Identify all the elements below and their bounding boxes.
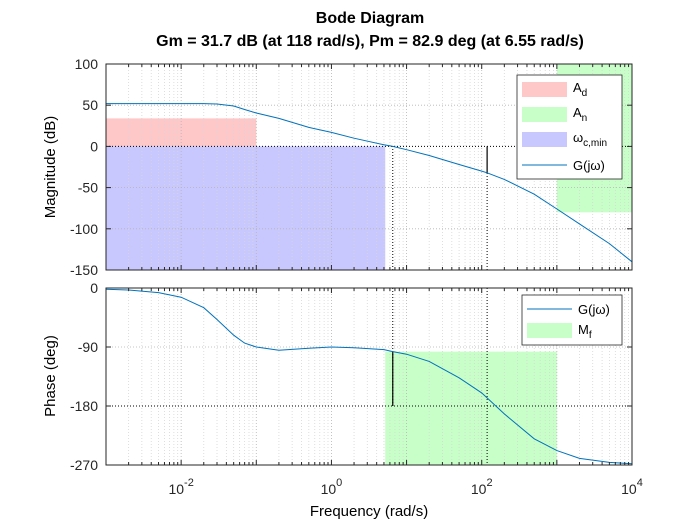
- phase-y-label: Phase (deg): [42, 335, 59, 417]
- x-axis-label: Frequency (rad/s): [310, 503, 428, 520]
- chart-title: Bode Diagram: [316, 10, 424, 27]
- phase-y-ticks: 0 -90 -180 -270: [70, 280, 632, 473]
- magnitude-x-ticks: [105, 64, 633, 270]
- magnitude-series-line: [106, 103, 633, 263]
- phase-y-tick-label: -90: [78, 339, 98, 355]
- phase-legend-label-mf: Mf: [578, 322, 592, 341]
- magnitude-axes: 100 50 0 -50 -100 -150 Magnitude (dB) Ad An ωc,…: [42, 56, 633, 278]
- chart-subtitle: Gm = 31.7 dB (at 118 rad/s), Pm = 82.9 d…: [156, 33, 584, 50]
- legend-label-g: G(jω): [573, 158, 605, 173]
- magnitude-y-label: Magnitude (dB): [42, 116, 59, 219]
- phase-y-tick-label: -180: [70, 398, 98, 414]
- magnitude-y-tick-label: -150: [70, 262, 98, 278]
- phase-x-ticks: 10-2 100 102 104: [105, 288, 643, 497]
- phase-axes: 0 -90 -180 -270 10-2 100 102 104 Phase (deg) G…: [42, 280, 643, 497]
- legend-label-omega: ωc,min: [573, 130, 607, 149]
- magnitude-y-tick-label: -50: [78, 180, 98, 196]
- magnitude-legend: Ad An ωc,min G(jω): [516, 74, 623, 180]
- x-tick-label: 10-2: [168, 477, 193, 497]
- legend-swatch-omega: [522, 132, 567, 147]
- magnitude-y-ticks: 100 50 0 -50 -100 -150: [70, 56, 632, 278]
- legend-label-a: Ad: [573, 80, 587, 99]
- legend-swatch-a: [522, 107, 567, 122]
- legend-swatch-a: [522, 82, 567, 97]
- x-tick-label: 104: [621, 477, 643, 497]
- magnitude-region-a: [106, 118, 257, 147]
- magnitude-axes-box: [105, 63, 633, 271]
- phase-y-tick-label: 0: [90, 280, 98, 296]
- magnitude-y-tick-label: 50: [82, 97, 98, 113]
- legend-label-a: An: [573, 105, 587, 124]
- magnitude-y-tick-label: -100: [70, 221, 98, 237]
- phase-region-m: [385, 351, 557, 465]
- phase-legend-label-g: G(jω): [578, 302, 610, 317]
- phase-annotations: [106, 288, 632, 465]
- phase-y-tick-label: -270: [70, 457, 98, 473]
- magnitude-y-tick-label: 0: [90, 138, 98, 154]
- x-tick-label: 102: [471, 477, 493, 497]
- phase-axes-box: [105, 287, 633, 466]
- phase-grid: [106, 288, 632, 465]
- phase-series-line: [105, 288, 633, 465]
- magnitude-region-omega: [106, 146, 386, 270]
- phase-regions: [385, 351, 557, 465]
- phase-legend-swatch-mf: [527, 323, 572, 338]
- magnitude-y-tick-label: 100: [75, 56, 99, 72]
- x-tick-label: 100: [321, 477, 343, 497]
- phase-legend: G(jω) Mf: [521, 294, 623, 346]
